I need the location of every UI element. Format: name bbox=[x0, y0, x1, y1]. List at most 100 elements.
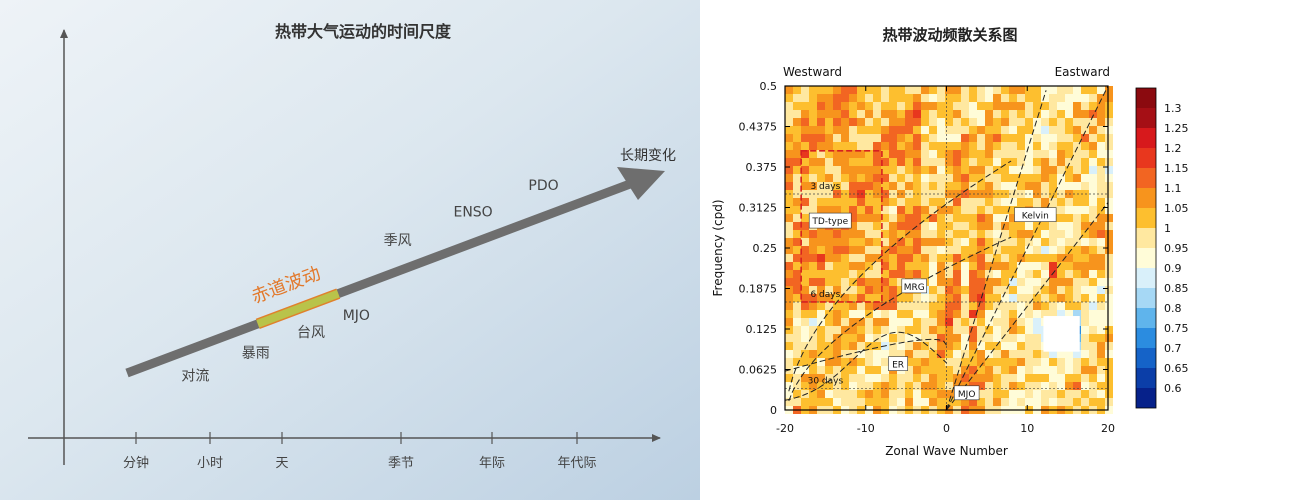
heatmap-cell bbox=[993, 294, 1001, 302]
heatmap-cell bbox=[1025, 254, 1033, 262]
heatmap-cell bbox=[785, 382, 793, 390]
heatmap-cell bbox=[961, 310, 969, 318]
heatmap-cell bbox=[945, 214, 953, 222]
heatmap-cell bbox=[809, 398, 817, 406]
heatmap-cell bbox=[945, 246, 953, 254]
heatmap-cell bbox=[889, 86, 897, 94]
heatmap-cell bbox=[1041, 166, 1049, 174]
heatmap-cell bbox=[913, 326, 921, 334]
period-label: 3 days bbox=[810, 182, 840, 192]
heatmap-cell bbox=[1089, 318, 1097, 326]
heatmap-cell bbox=[873, 246, 881, 254]
heatmap-cell bbox=[1049, 294, 1057, 302]
heatmap-cell bbox=[857, 238, 865, 246]
heatmap-cell bbox=[849, 110, 857, 118]
x-tick-label: -20 bbox=[776, 422, 794, 435]
heatmap-cell bbox=[993, 126, 1001, 134]
heatmap-cell bbox=[825, 102, 833, 110]
heatmap-cell bbox=[1025, 302, 1033, 310]
heatmap-cell bbox=[857, 102, 865, 110]
heatmap-cell bbox=[945, 222, 953, 230]
heatmap-cell bbox=[849, 94, 857, 102]
heatmap-cell bbox=[793, 174, 801, 182]
heatmap-cell bbox=[953, 262, 961, 270]
heatmap-cell bbox=[1017, 142, 1025, 150]
heatmap-cell bbox=[977, 86, 985, 94]
heatmap-cell bbox=[1065, 294, 1073, 302]
heatmap-cell bbox=[801, 318, 809, 326]
heatmap-cell bbox=[993, 278, 1001, 286]
wave-label: Kelvin bbox=[1022, 212, 1049, 222]
heatmap-cell bbox=[793, 222, 801, 230]
heatmap-cell bbox=[1057, 126, 1065, 134]
heatmap-cell bbox=[953, 118, 961, 126]
heatmap-cell bbox=[889, 270, 897, 278]
heatmap-cell bbox=[969, 166, 977, 174]
heatmap-cell bbox=[785, 358, 793, 366]
heatmap-cell bbox=[1041, 182, 1049, 190]
heatmap-cell bbox=[817, 166, 825, 174]
heatmap-cell bbox=[1097, 238, 1105, 246]
heatmap-cell bbox=[897, 214, 905, 222]
heatmap-cell bbox=[969, 334, 977, 342]
heatmap-cell bbox=[801, 110, 809, 118]
heatmap-cell bbox=[817, 326, 825, 334]
heatmap-cell bbox=[953, 238, 961, 246]
heatmap-cell bbox=[1041, 126, 1049, 134]
heatmap-cell bbox=[993, 134, 1001, 142]
heatmap-cell bbox=[1009, 142, 1017, 150]
heatmap-cell bbox=[873, 334, 881, 342]
heatmap-cell bbox=[1105, 126, 1113, 134]
heatmap-cell bbox=[1041, 174, 1049, 182]
heatmap-cell bbox=[801, 278, 809, 286]
heatmap-cell bbox=[921, 398, 929, 406]
heatmap-cell bbox=[817, 350, 825, 358]
heatmap-cell bbox=[1049, 278, 1057, 286]
x-tick-label: 小时 bbox=[197, 456, 223, 471]
colorbar-swatch bbox=[1136, 88, 1156, 108]
heatmap-cell bbox=[1081, 270, 1089, 278]
heatmap-cell bbox=[913, 350, 921, 358]
heatmap-cell bbox=[913, 302, 921, 310]
heatmap-cell bbox=[1065, 302, 1073, 310]
heatmap-cell bbox=[857, 198, 865, 206]
heatmap-cell bbox=[1097, 126, 1105, 134]
heatmap-cell bbox=[1001, 254, 1009, 262]
heatmap-cell bbox=[793, 294, 801, 302]
heatmap-cell bbox=[785, 182, 793, 190]
heatmap-cell bbox=[865, 334, 873, 342]
heatmap-cell bbox=[1089, 182, 1097, 190]
heatmap-cell bbox=[1017, 118, 1025, 126]
heatmap-cell bbox=[1089, 302, 1097, 310]
heatmap-cell bbox=[873, 294, 881, 302]
heatmap-cell bbox=[985, 118, 993, 126]
heatmap-cell bbox=[1049, 126, 1057, 134]
heatmap-cell bbox=[1065, 246, 1073, 254]
heatmap-cell bbox=[1033, 398, 1041, 406]
heatmap-cell bbox=[1065, 358, 1073, 366]
heatmap-cell bbox=[1017, 94, 1025, 102]
heatmap-cell bbox=[833, 134, 841, 142]
heatmap-cell bbox=[929, 342, 937, 350]
heatmap-cell bbox=[1081, 278, 1089, 286]
heatmap-cell bbox=[865, 166, 873, 174]
heatmap-cell bbox=[945, 110, 953, 118]
heatmap-cell bbox=[857, 302, 865, 310]
heatmap-cell bbox=[1065, 134, 1073, 142]
heatmap-cell bbox=[985, 166, 993, 174]
heatmap-cell bbox=[897, 334, 905, 342]
heatmap-cell bbox=[889, 206, 897, 214]
heatmap-cell bbox=[889, 174, 897, 182]
heatmap-cell bbox=[1017, 318, 1025, 326]
heatmap-cell bbox=[969, 222, 977, 230]
heatmap-cell bbox=[937, 102, 945, 110]
heatmap-cell bbox=[1105, 294, 1113, 302]
heatmap-cell bbox=[1065, 278, 1073, 286]
heatmap-cell bbox=[937, 150, 945, 158]
heatmap-cell bbox=[849, 254, 857, 262]
heatmap-cell bbox=[905, 150, 913, 158]
heatmap-cell bbox=[937, 86, 945, 94]
heatmap-cell bbox=[825, 206, 833, 214]
heatmap-cell bbox=[785, 134, 793, 142]
heatmap-cell bbox=[1025, 262, 1033, 270]
